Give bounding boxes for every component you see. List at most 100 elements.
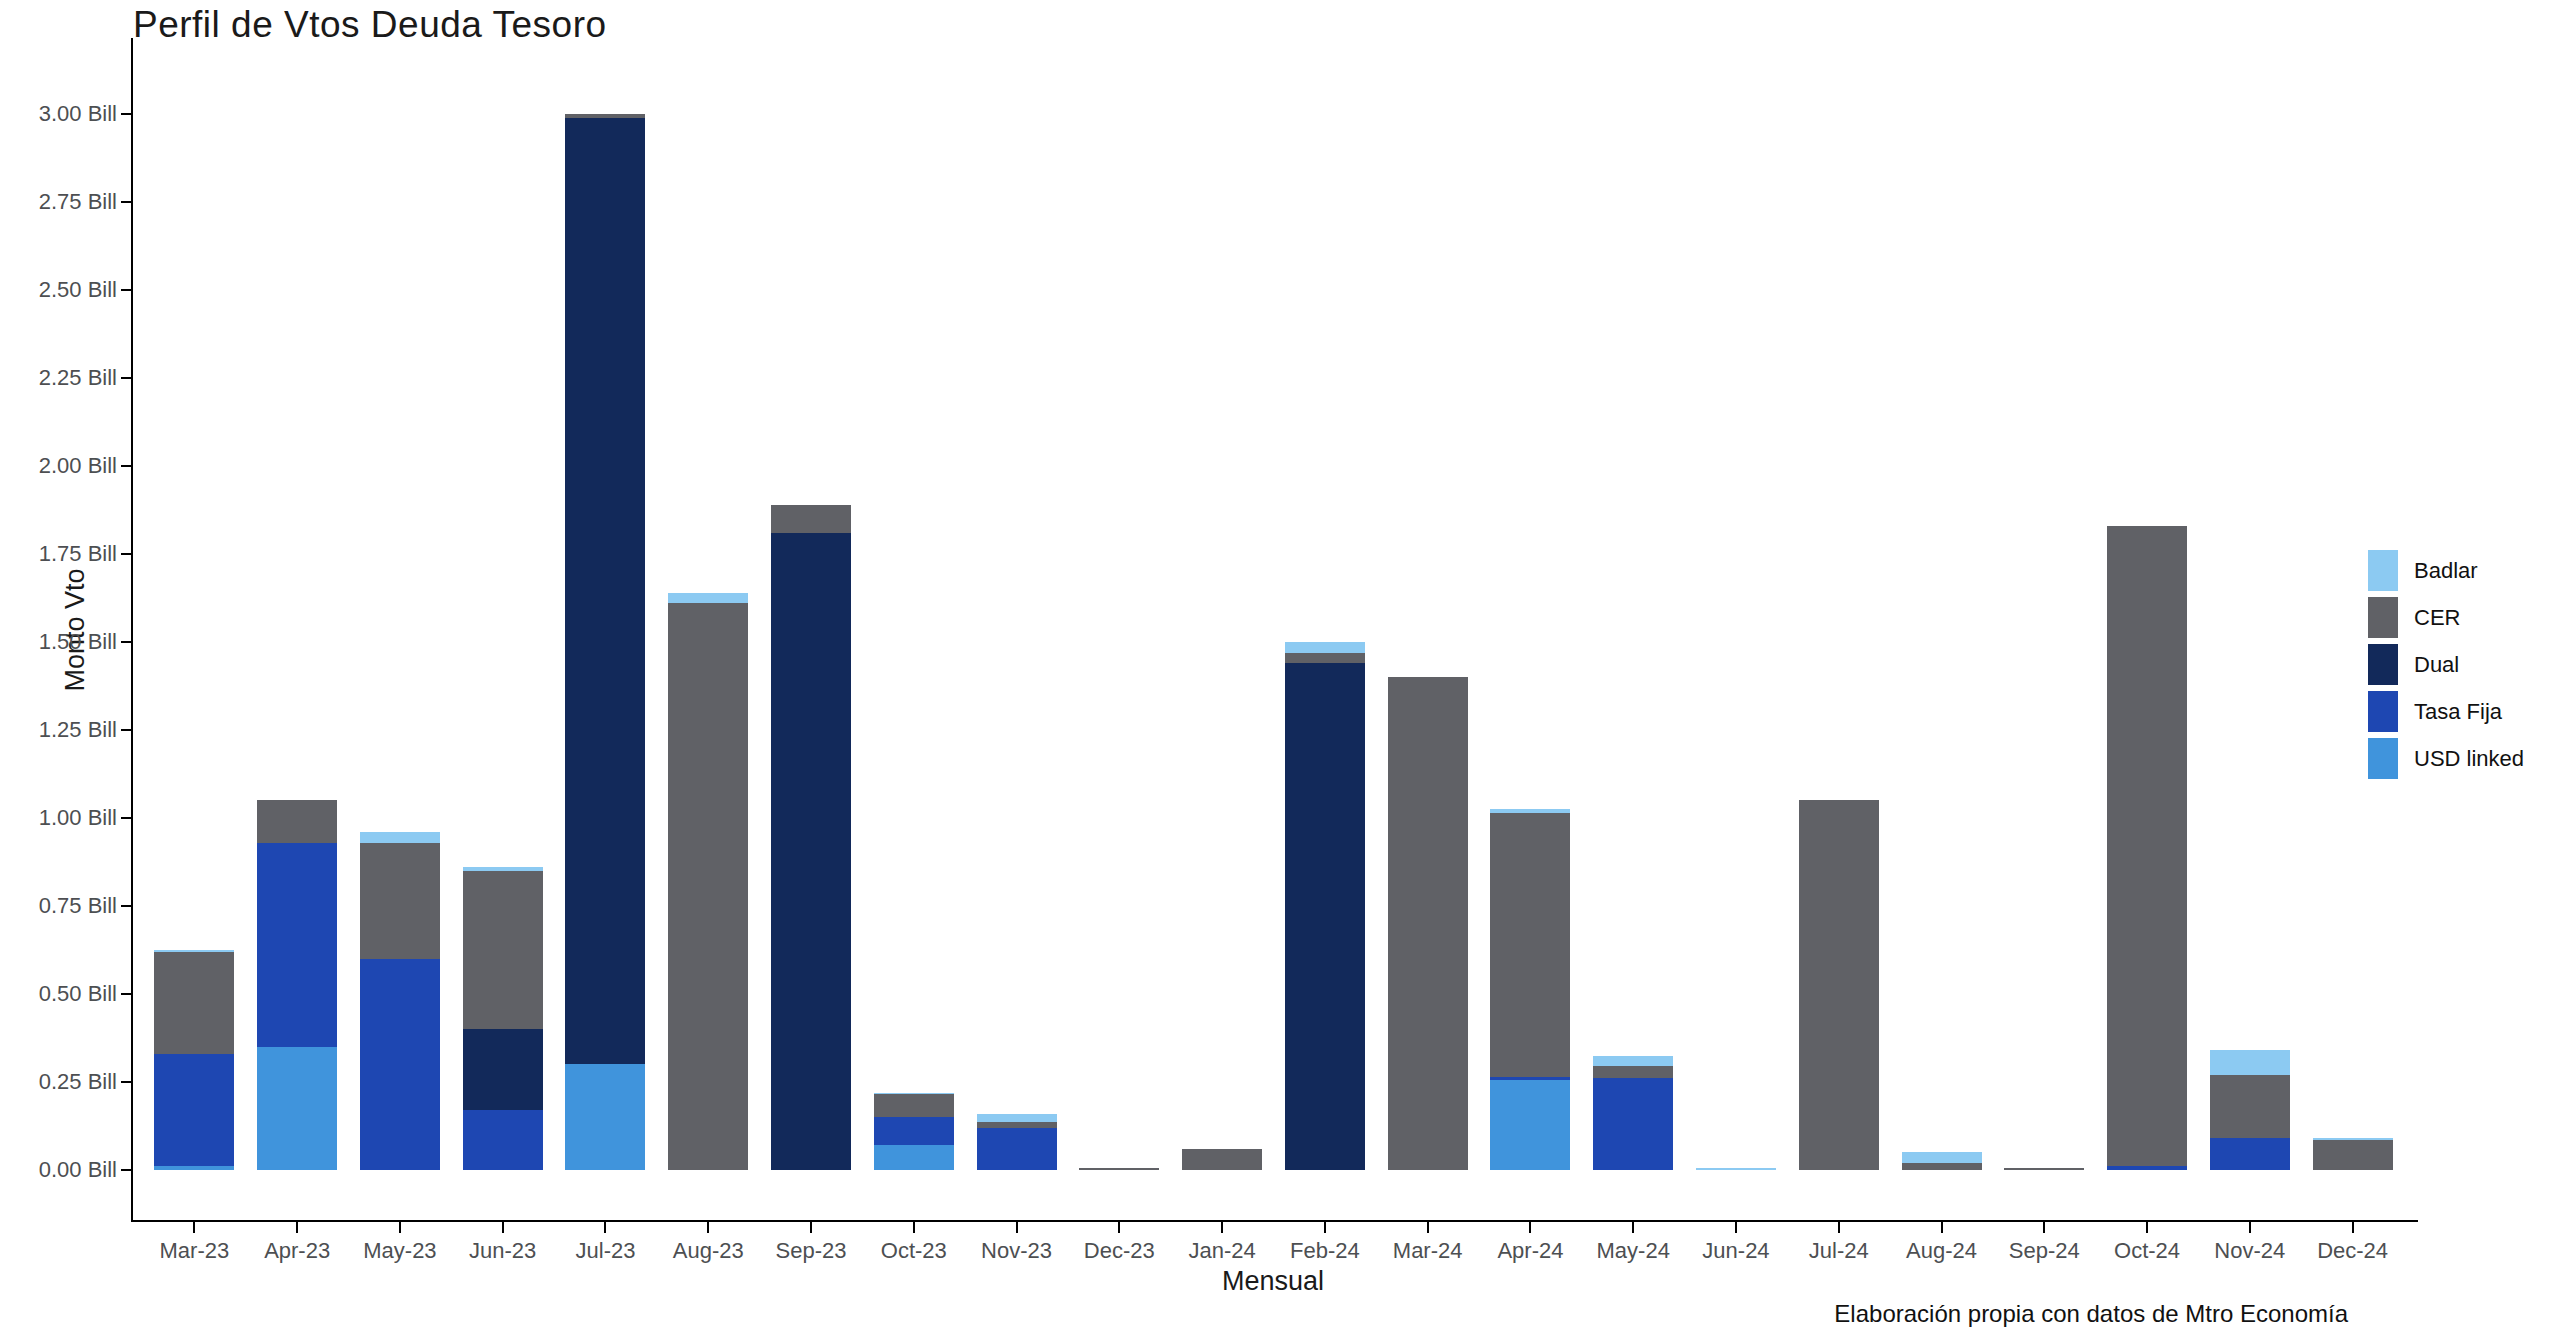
legend-swatch [2368,550,2398,591]
y-tick-mark [121,201,131,203]
y-tick-label: 0.25 Bill [7,1071,117,1093]
y-tick-label: 2.00 Bill [7,455,117,477]
bar-segment-badlar [1593,1056,1673,1067]
x-tick-label: Sep-24 [2009,1238,2080,1264]
x-tick-label: Jun-24 [1702,1238,1769,1264]
x-tick-mark [296,1220,298,1233]
bar-segment-dual [565,118,645,1065]
y-tick-label: 1.25 Bill [7,719,117,741]
x-tick-label: May-24 [1597,1238,1670,1264]
x-tick-mark [1016,1220,1018,1233]
x-tick-label: Nov-23 [981,1238,1052,1264]
bar-segment-tasa-fija [2107,1166,2187,1170]
x-tick-label: Apr-23 [264,1238,330,1264]
bar-segment-badlar [1902,1152,1982,1163]
legend: Badlar CER Dual Tasa Fija USD linked [2368,550,2524,785]
legend-swatch [2368,644,2398,685]
y-tick-mark [121,905,131,907]
bar-segment-badlar [1285,642,1365,653]
bar-segment-badlar [2313,1138,2393,1140]
bar-segment-tasa-fija [2210,1138,2290,1170]
x-tick-label: Nov-24 [2214,1238,2285,1264]
y-tick-label: 2.75 Bill [7,191,117,213]
y-tick-label: 0.75 Bill [7,895,117,917]
x-tick-label: Sep-23 [776,1238,847,1264]
legend-item-cer: CER [2368,597,2524,638]
bar-segment-tasa-fija [360,959,440,1170]
y-tick-mark [121,1169,131,1171]
x-tick-label: Feb-24 [1290,1238,1360,1264]
x-tick-mark [1529,1220,1531,1233]
bar-segment-cer [1079,1168,1159,1170]
x-tick-mark [193,1220,195,1233]
bar-segment-cer [1285,653,1365,664]
legend-label: CER [2414,605,2460,631]
bar-segment-tasa-fija [463,1110,543,1170]
bar-segment-badlar [360,832,440,843]
x-tick-mark [1118,1220,1120,1233]
bar-segment-cer [360,843,440,959]
x-tick-mark [810,1220,812,1233]
x-tick-label: Jul-24 [1809,1238,1869,1264]
x-tick-mark [502,1220,504,1233]
x-tick-label: Dec-24 [2317,1238,2388,1264]
y-tick-mark [121,289,131,291]
x-tick-label: Aug-24 [1906,1238,1977,1264]
x-tick-label: Jul-23 [576,1238,636,1264]
bar-segment-usd-linked [565,1064,645,1170]
x-tick-label: Aug-23 [673,1238,744,1264]
bar-segment-tasa-fija [154,1054,234,1167]
x-tick-label: Mar-23 [160,1238,230,1264]
chart-figure: Perfil de Vtos Deuda Tesoro Monto Vto 0.… [0,0,2560,1344]
bar-segment-cer [565,114,645,118]
bar-segment-badlar [668,593,748,604]
bar-segment-cer [1799,800,1879,1170]
x-tick-label: Mar-24 [1393,1238,1463,1264]
bar-segment-badlar [463,867,543,871]
x-tick-mark [1632,1220,1634,1233]
y-tick-label: 1.50 Bill [7,631,117,653]
y-tick-mark [121,1081,131,1083]
legend-swatch [2368,738,2398,779]
legend-label: USD linked [2414,746,2524,772]
bar-segment-badlar [154,950,234,952]
x-tick-mark [707,1220,709,1233]
y-tick-mark [121,377,131,379]
y-tick-mark [121,729,131,731]
bar-segment-cer [154,952,234,1054]
x-tick-mark [1838,1220,1840,1233]
x-tick-mark [1324,1220,1326,1233]
bar-segment-cer [2210,1075,2290,1138]
bar-segment-cer [2004,1168,2084,1170]
bar-segment-cer [257,800,337,842]
legend-label: Dual [2414,652,2459,678]
bar-segment-cer [874,1094,954,1117]
bar-segment-cer [1388,677,1468,1170]
bar-segment-tasa-fija [257,843,337,1047]
y-tick-mark [121,993,131,995]
x-tick-mark [2352,1220,2354,1233]
legend-item-dual: Dual [2368,644,2524,685]
x-tick-label: Oct-23 [881,1238,947,1264]
bar-segment-tasa-fija [874,1117,954,1145]
bar-segment-dual [1285,663,1365,1170]
legend-swatch [2368,691,2398,732]
bar-segment-cer [668,603,748,1170]
bar-segment-badlar [2210,1050,2290,1075]
bar-segment-cer [2313,1140,2393,1170]
bar-segment-cer [1490,813,1570,1077]
bar-segment-tasa-fija [977,1128,1057,1170]
legend-label: Badlar [2414,558,2478,584]
x-tick-mark [399,1220,401,1233]
legend-item-tasa-fija: Tasa Fija [2368,691,2524,732]
bar-segment-tasa-fija [1593,1078,1673,1170]
bar-segment-usd-linked [257,1047,337,1170]
x-tick-mark [913,1220,915,1233]
bar-segment-cer [771,505,851,533]
bar-segment-badlar [1696,1168,1776,1170]
y-tick-mark [121,641,131,643]
legend-item-usd-linked: USD linked [2368,738,2524,779]
x-tick-mark [2249,1220,2251,1233]
x-tick-label: Apr-24 [1497,1238,1563,1264]
bar-segment-usd-linked [154,1166,234,1170]
